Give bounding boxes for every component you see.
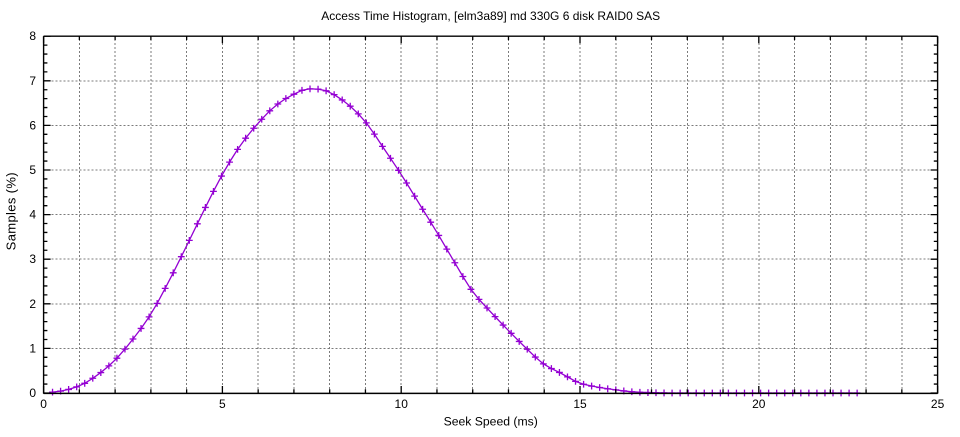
svg-text:2: 2 bbox=[29, 297, 36, 311]
svg-text:Seek Speed (ms): Seek Speed (ms) bbox=[444, 415, 538, 429]
svg-text:Access Time Histogram, [elm3a8: Access Time Histogram, [elm3a89] md 330G… bbox=[321, 9, 660, 23]
svg-text:5: 5 bbox=[219, 397, 226, 411]
svg-text:7: 7 bbox=[29, 74, 36, 88]
svg-text:25: 25 bbox=[931, 397, 945, 411]
svg-text:4: 4 bbox=[29, 208, 36, 222]
svg-text:5: 5 bbox=[29, 163, 36, 177]
svg-text:15: 15 bbox=[573, 397, 587, 411]
svg-text:6: 6 bbox=[29, 118, 36, 132]
svg-text:8: 8 bbox=[29, 29, 36, 43]
svg-text:20: 20 bbox=[752, 397, 766, 411]
svg-text:0: 0 bbox=[40, 397, 47, 411]
svg-text:3: 3 bbox=[29, 252, 36, 266]
svg-text:10: 10 bbox=[395, 397, 409, 411]
svg-text:Samples (%): Samples (%) bbox=[4, 172, 19, 250]
svg-text:1: 1 bbox=[29, 341, 36, 355]
svg-text:0: 0 bbox=[29, 386, 36, 400]
